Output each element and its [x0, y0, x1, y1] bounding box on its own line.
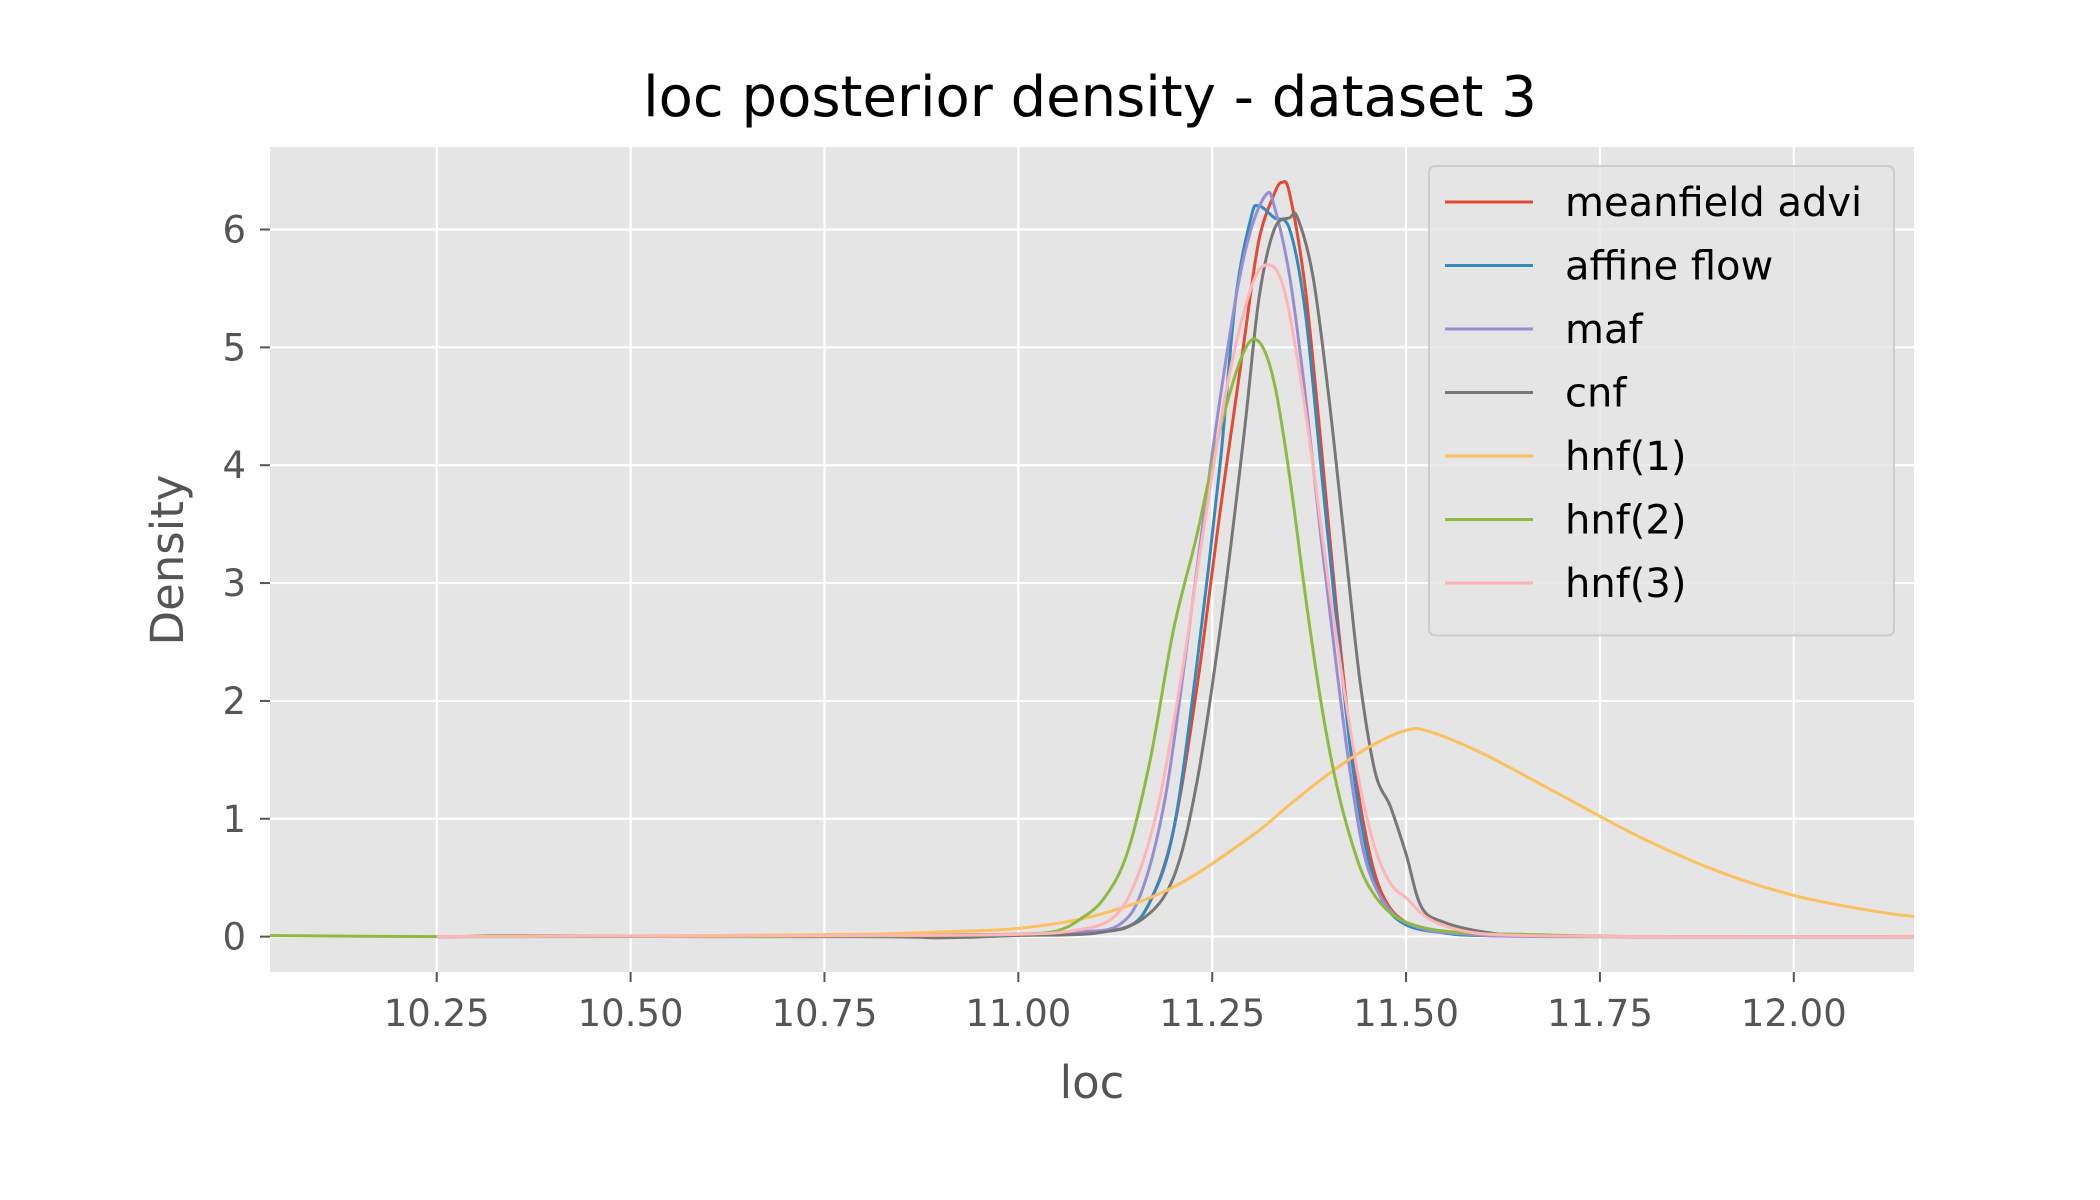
x-tick-label: 10.50 — [578, 992, 684, 1035]
x-tick-label: 12.00 — [1741, 992, 1847, 1035]
y-axis-label: Density — [141, 474, 194, 645]
y-tick-label: 1 — [222, 798, 246, 841]
legend-label-affine-flow: affine flow — [1565, 244, 1773, 290]
series-line-hnf-3 — [436, 263, 1915, 939]
chart-title: loc posterior density - dataset 3 — [643, 65, 1537, 130]
legend-label-meanfield-advi: meanfield advi — [1565, 180, 1862, 226]
x-tick-label: 11.00 — [965, 992, 1071, 1035]
x-axis-ticks: 10.25 10.50 10.75 11.00 11.25 11.50 11.75 12.00 — [384, 972, 1847, 1035]
y-tick-label: 3 — [222, 562, 246, 605]
legend-label-hnf-1: hnf(1) — [1565, 434, 1686, 480]
legend-label-hnf-2: hnf(2) — [1565, 498, 1686, 544]
y-tick-label: 6 — [222, 209, 246, 252]
y-tick-label: 2 — [222, 680, 246, 723]
x-tick-label: 10.25 — [384, 992, 490, 1035]
y-tick-label: 4 — [222, 444, 246, 487]
legend-label-maf: maf — [1565, 307, 1643, 353]
legend-box — [1428, 165, 1895, 637]
legend-label-cnf: cnf — [1565, 371, 1627, 417]
legend: meanfield advi affine flow maf cnf hnf(1) hnf… — [1428, 165, 1895, 637]
x-tick-label: 11.50 — [1353, 992, 1459, 1035]
x-tick-label: 11.25 — [1159, 992, 1265, 1035]
x-axis-label: loc — [1060, 1056, 1125, 1109]
y-tick-label: 0 — [222, 916, 246, 959]
x-tick-label: 10.75 — [771, 992, 877, 1035]
x-tick-label: 11.75 — [1547, 992, 1653, 1035]
y-axis-ticks: 0 1 2 3 4 5 6 — [222, 209, 270, 959]
series-line-cnf — [436, 211, 1915, 940]
series-lines — [269, 179, 1915, 940]
legend-label-hnf-3: hnf(3) — [1565, 561, 1686, 607]
y-tick-label: 5 — [222, 326, 246, 369]
